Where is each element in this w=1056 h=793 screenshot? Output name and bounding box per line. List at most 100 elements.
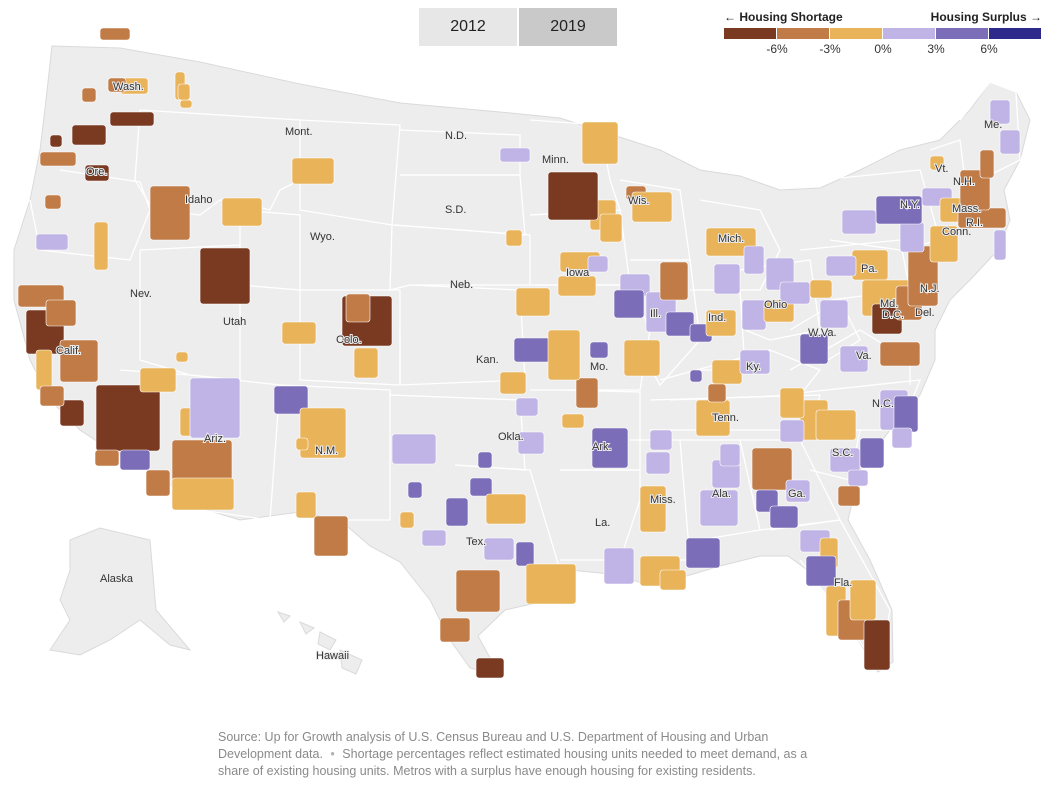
metro-area[interactable]: [513, 337, 551, 363]
metro-area[interactable]: [557, 275, 597, 297]
metro-area[interactable]: [515, 541, 535, 567]
metro-area[interactable]: [763, 299, 795, 323]
metro-area[interactable]: [469, 477, 493, 497]
metro-area[interactable]: [59, 399, 85, 427]
metro-area[interactable]: [35, 233, 69, 251]
metro-area[interactable]: [603, 547, 635, 585]
metro-area[interactable]: [299, 407, 347, 459]
metro-area[interactable]: [59, 339, 99, 383]
metro-area[interactable]: [93, 221, 109, 271]
metro-area[interactable]: [49, 134, 63, 148]
metro-area[interactable]: [499, 371, 527, 395]
metro-area[interactable]: [993, 229, 1007, 261]
metro-area[interactable]: [221, 197, 263, 227]
metro-area[interactable]: [645, 451, 671, 475]
metro-area[interactable]: [477, 451, 493, 469]
metro-area[interactable]: [711, 359, 743, 385]
metro-area[interactable]: [499, 147, 531, 163]
metro-area[interactable]: [837, 485, 861, 507]
year-button-2019[interactable]: 2019: [519, 8, 617, 46]
metro-area[interactable]: [505, 229, 523, 247]
metro-area[interactable]: [175, 351, 189, 363]
metro-area[interactable]: [739, 349, 771, 375]
metro-area[interactable]: [785, 479, 811, 503]
metro-area[interactable]: [849, 579, 877, 621]
metro-area[interactable]: [613, 289, 645, 319]
metro-area[interactable]: [863, 619, 891, 671]
metro-area[interactable]: [407, 481, 423, 499]
metro-area[interactable]: [145, 469, 171, 497]
metro-area[interactable]: [659, 261, 689, 301]
metro-area[interactable]: [295, 437, 309, 451]
metro-area[interactable]: [899, 221, 925, 253]
metro-area[interactable]: [875, 195, 923, 225]
metro-area[interactable]: [929, 225, 959, 263]
metro-area[interactable]: [779, 387, 805, 419]
metro-area[interactable]: [199, 247, 251, 305]
metro-area[interactable]: [879, 341, 921, 367]
metro-area[interactable]: [189, 377, 241, 439]
metro-area[interactable]: [485, 493, 527, 525]
metro-area[interactable]: [713, 263, 741, 295]
metro-area[interactable]: [171, 477, 235, 511]
metro-area[interactable]: [805, 555, 837, 587]
metro-area[interactable]: [825, 255, 857, 277]
metro-area[interactable]: [623, 339, 661, 377]
metro-area[interactable]: [94, 449, 120, 467]
metro-area[interactable]: [139, 367, 177, 393]
metro-area[interactable]: [707, 383, 727, 403]
metro-area[interactable]: [719, 443, 741, 467]
metro-area[interactable]: [515, 397, 539, 417]
metro-area[interactable]: [819, 299, 849, 329]
metro-area[interactable]: [291, 157, 335, 185]
metro-area[interactable]: [705, 309, 737, 337]
metro-area[interactable]: [35, 349, 53, 391]
metro-area[interactable]: [81, 87, 97, 103]
metro-area[interactable]: [839, 345, 869, 373]
metro-area[interactable]: [979, 149, 995, 179]
metro-area[interactable]: [741, 299, 767, 331]
metro-area[interactable]: [799, 333, 829, 365]
metro-area[interactable]: [391, 433, 437, 465]
metro-area[interactable]: [273, 385, 309, 415]
metro-area[interactable]: [421, 529, 447, 547]
metro-area[interactable]: [689, 369, 703, 383]
metro-area[interactable]: [999, 129, 1021, 155]
metro-area[interactable]: [929, 155, 945, 171]
metro-area[interactable]: [95, 384, 161, 452]
metro-area[interactable]: [561, 413, 585, 429]
metro-area[interactable]: [439, 617, 471, 643]
metro-area[interactable]: [685, 537, 721, 569]
metro-area[interactable]: [84, 164, 110, 182]
metro-area[interactable]: [353, 347, 379, 379]
metro-area[interactable]: [517, 431, 545, 455]
metro-area[interactable]: [587, 255, 609, 273]
metro-area[interactable]: [649, 429, 673, 451]
metro-area[interactable]: [631, 191, 673, 223]
metro-area[interactable]: [639, 485, 667, 533]
metro-area[interactable]: [989, 99, 1011, 125]
metro-area[interactable]: [809, 279, 833, 299]
metro-area[interactable]: [313, 515, 349, 557]
year-button-2012[interactable]: 2012: [419, 8, 517, 46]
metro-area[interactable]: [177, 83, 191, 101]
metro-area[interactable]: [39, 151, 77, 167]
metro-area[interactable]: [847, 469, 869, 487]
metro-area[interactable]: [445, 497, 469, 527]
metro-area[interactable]: [45, 299, 77, 327]
metro-area[interactable]: [547, 329, 581, 381]
metro-area[interactable]: [109, 111, 155, 127]
metro-area[interactable]: [581, 121, 619, 165]
metro-area[interactable]: [44, 194, 62, 210]
metro-area[interactable]: [475, 657, 505, 679]
metro-area[interactable]: [591, 427, 629, 469]
metro-area[interactable]: [295, 491, 317, 519]
metro-area[interactable]: [841, 209, 877, 235]
metro-area[interactable]: [959, 169, 991, 211]
metro-area[interactable]: [149, 185, 191, 241]
metro-area[interactable]: [345, 293, 371, 323]
metro-area[interactable]: [399, 511, 415, 529]
metro-area[interactable]: [779, 419, 805, 443]
metro-area[interactable]: [859, 437, 885, 469]
metro-area[interactable]: [743, 245, 765, 275]
